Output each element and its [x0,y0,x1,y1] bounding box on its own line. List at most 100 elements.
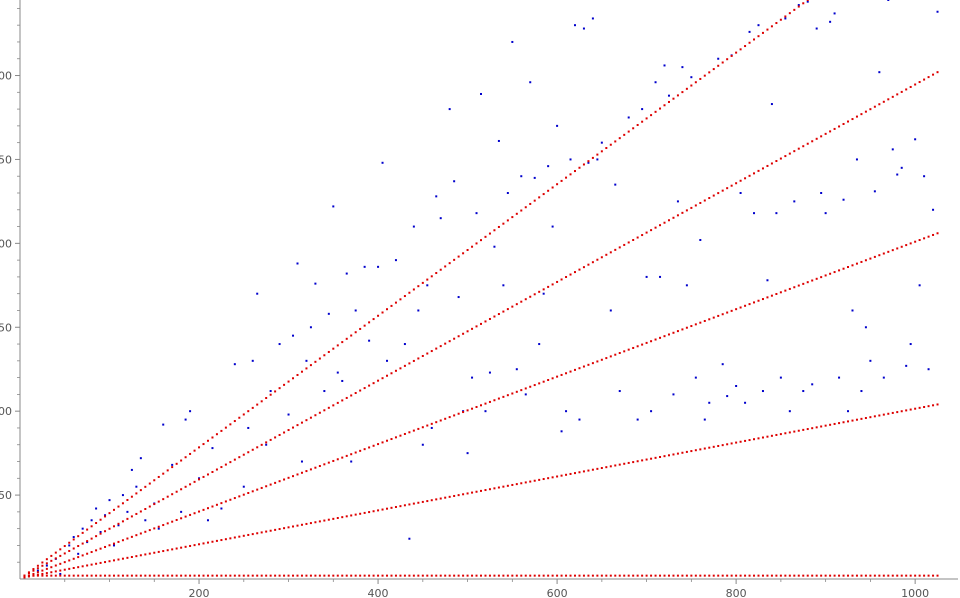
red-point [144,485,147,488]
red-point [283,478,286,481]
red-point [189,574,192,577]
blue-point [394,259,397,262]
red-point [565,372,568,375]
red-point [220,539,223,542]
red-point [806,142,809,145]
red-point [430,422,433,425]
red-point [869,574,872,577]
red-point [229,461,232,464]
red-point [77,556,80,559]
red-point [600,467,603,470]
red-point [453,337,456,340]
red-point [359,574,362,577]
blue-point [90,519,93,522]
blue-point [269,390,272,393]
red-point [784,289,787,292]
red-point [565,574,568,577]
red-point [802,574,805,577]
blue-point [847,410,850,413]
blue-point [484,410,487,413]
red-point [462,493,465,496]
blue-point [430,426,433,429]
red-point [305,419,308,422]
red-point [41,561,44,564]
red-point [86,528,89,531]
y-tick-label: 300 [0,70,12,83]
red-point [797,429,800,432]
red-point [36,574,39,577]
red-point [86,574,89,577]
red-point [860,260,863,263]
red-point [739,48,742,51]
red-point [278,574,281,577]
red-point [139,574,142,577]
red-point [274,574,277,577]
y-tick-label: 250 [0,153,12,166]
red-point [502,485,505,488]
red-point [927,76,930,79]
red-point [184,456,187,459]
red-point [717,64,720,67]
red-point [703,319,706,322]
red-point [269,438,272,441]
blue-point [551,225,554,228]
blue-point [936,10,939,13]
red-point [251,406,254,409]
red-point [793,574,796,577]
red-point [189,544,192,547]
red-point [435,421,438,424]
red-point [121,574,124,577]
red-point [206,473,209,476]
blue-point [851,309,854,312]
red-point [829,130,832,133]
red-point [645,341,648,344]
red-point [260,443,263,446]
red-point [112,525,115,528]
red-point [744,177,747,180]
red-point [345,396,348,399]
red-point [224,463,227,466]
red-point [632,574,635,577]
red-point [426,278,429,281]
red-point [50,554,53,557]
red-point [36,567,39,570]
blue-point [855,158,858,161]
blue-point [233,363,236,366]
blue-point [448,108,451,111]
red-point [887,574,890,577]
red-point [627,574,630,577]
red-point [659,574,662,577]
red-point [157,550,160,553]
red-point [36,571,39,574]
red-point [32,569,35,572]
red-point [180,488,183,491]
red-point [641,234,644,237]
blue-point [650,410,653,413]
red-point [914,407,917,410]
red-point [918,239,921,242]
red-point [314,521,317,524]
blue-point [614,183,617,186]
red-point [247,491,250,494]
red-point [873,574,876,577]
blue-point [247,426,250,429]
red-point [829,272,832,275]
blue-point [104,514,107,517]
red-point [394,574,397,577]
red-point [654,338,657,341]
red-point [45,574,48,577]
red-point [551,574,554,577]
red-point [600,150,603,153]
blue-point [860,390,863,393]
red-point [126,537,129,540]
blue-point [265,443,268,446]
red-point [569,574,572,577]
red-point [206,439,209,442]
blue-point [717,57,720,60]
red-point [117,522,120,525]
red-point [506,394,509,397]
red-point [139,510,142,513]
red-point [878,574,881,577]
red-point [932,233,935,236]
red-point [694,449,697,452]
